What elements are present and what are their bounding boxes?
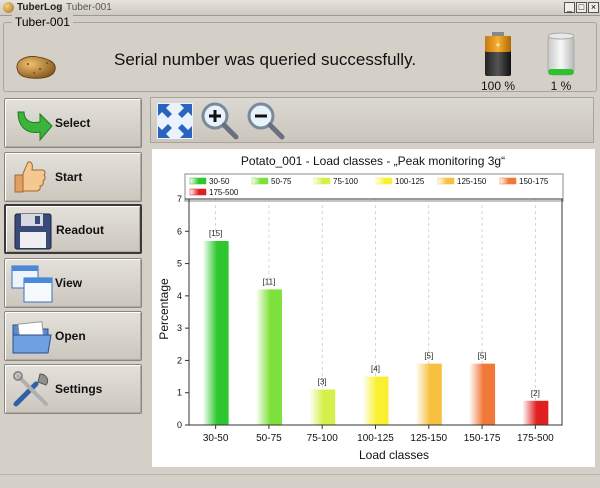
legend-label-50-75: 50-75 <box>271 177 292 186</box>
potato-icon <box>16 56 56 79</box>
x-tick-label-30-50: 30-50 <box>203 433 229 444</box>
green-arrow-icon <box>17 111 53 142</box>
y-tick-label: 5 <box>177 259 182 269</box>
x-tick-label-125-150: 125-150 <box>410 433 447 444</box>
close-button[interactable]: × <box>588 2 599 13</box>
x-tick-label-50-75: 50-75 <box>256 433 282 444</box>
bar-75-100 <box>309 389 336 425</box>
x-tick-label-100-125: 100-125 <box>357 433 394 444</box>
legend-label-125-150: 125-150 <box>457 177 487 186</box>
legend-label-150-175: 150-175 <box>519 177 549 186</box>
x-tick-label-175-500: 175-500 <box>517 433 554 444</box>
chart-toolbar <box>150 97 594 143</box>
bar-100-125 <box>362 376 389 425</box>
data-label-100-125: [4] <box>371 365 380 374</box>
legend-label-175-500: 175-500 <box>209 188 239 197</box>
bar-125-150 <box>415 363 442 425</box>
bar-30-50 <box>202 240 229 425</box>
windows-icon <box>11 265 53 303</box>
load-classes-chart: Potato_001 - Load classes - „Peak monito… <box>157 154 564 462</box>
readout-button[interactable]: Readout <box>4 204 142 254</box>
bar-175-500 <box>522 400 549 425</box>
legend-swatch-150-175 <box>499 177 517 185</box>
x-axis-label: Load classes <box>359 448 429 462</box>
y-tick-label: 1 <box>177 388 182 398</box>
data-label-75-100: [3] <box>318 377 327 386</box>
tools-icon <box>13 371 49 407</box>
start-label: Start <box>55 170 83 184</box>
legend-label-30-50: 30-50 <box>209 177 230 186</box>
chart-title: Potato_001 - Load classes - „Peak monito… <box>241 154 505 168</box>
status-bar <box>0 474 600 488</box>
memory-percent: 1 % <box>550 79 572 93</box>
view-label: View <box>55 276 83 290</box>
bar-50-75 <box>255 289 282 425</box>
fit-to-window-icon[interactable] <box>155 101 195 141</box>
y-tick-label: 6 <box>177 226 182 236</box>
view-button[interactable]: View <box>4 258 142 308</box>
y-tick-label: 3 <box>177 323 182 333</box>
legend-swatch-75-100 <box>313 177 331 185</box>
title-bar: TuberLog - Tuber-001 _ □ × <box>0 0 600 16</box>
thumbs-up-icon <box>14 161 46 193</box>
zoom-in-icon[interactable] <box>199 101 239 141</box>
memory-icon <box>547 32 575 76</box>
select-label: Select <box>55 116 91 130</box>
settings-button[interactable]: Settings <box>4 364 142 414</box>
chart-panel: Potato_001 - Load classes - „Peak monito… <box>152 149 595 467</box>
y-tick-label: 2 <box>177 355 182 365</box>
folder-icon <box>12 321 52 354</box>
minimize-button[interactable]: _ <box>564 2 575 13</box>
data-label-30-50: [15] <box>209 229 222 238</box>
y-tick-label: 7 <box>177 194 182 204</box>
maximize-button[interactable]: □ <box>576 2 587 13</box>
legend-swatch-50-75 <box>251 177 269 185</box>
open-button[interactable]: Open <box>4 311 142 361</box>
legend-swatch-125-150 <box>437 177 455 185</box>
device-name: Tuber-001 <box>12 15 73 29</box>
data-label-125-150: [5] <box>424 352 433 361</box>
zoom-out-icon[interactable] <box>245 101 285 141</box>
app-icon <box>3 2 14 13</box>
app-name: TuberLog <box>17 2 63 13</box>
y-axis-label: Percentage <box>157 278 171 340</box>
legend-label-75-100: 75-100 <box>333 177 358 186</box>
title-separator: - <box>58 2 62 13</box>
x-tick-label-75-100: 75-100 <box>307 433 339 444</box>
start-button[interactable]: Start <box>4 152 142 202</box>
legend-swatch-30-50 <box>189 177 207 185</box>
settings-label: Settings <box>55 382 103 396</box>
battery-percent: 100 % <box>480 79 516 93</box>
select-button[interactable]: Select <box>4 98 142 148</box>
data-label-175-500: [2] <box>531 389 540 398</box>
svg-text:+: + <box>495 40 500 50</box>
open-label: Open <box>55 329 86 343</box>
legend-swatch-175-500 <box>189 188 207 196</box>
y-tick-label: 4 <box>177 291 182 301</box>
floppy-disk-icon <box>14 213 52 250</box>
bar-150-175 <box>469 363 496 425</box>
device-panel: Tuber-001 Serial number was queried succ… <box>3 15 597 93</box>
window-device-title: Tuber-001 <box>66 2 112 13</box>
data-label-150-175: [5] <box>478 352 487 361</box>
data-label-50-75: [11] <box>263 277 276 286</box>
legend-swatch-100-125 <box>375 177 393 185</box>
status-message: Serial number was queried successfully. <box>114 50 417 69</box>
readout-label: Readout <box>56 223 104 237</box>
y-tick-label: 0 <box>177 420 182 430</box>
legend-label-100-125: 100-125 <box>395 177 425 186</box>
x-tick-label-150-175: 150-175 <box>464 433 501 444</box>
battery-icon: + <box>485 32 511 76</box>
